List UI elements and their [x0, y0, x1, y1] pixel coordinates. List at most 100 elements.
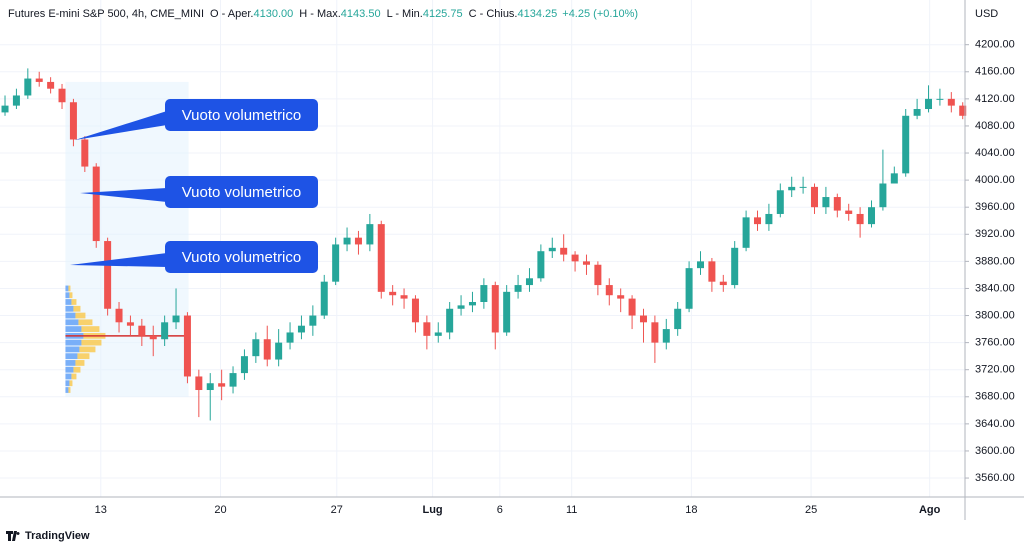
candle-body — [765, 213, 773, 225]
profile-sell — [75, 360, 85, 366]
candle-body — [708, 261, 716, 282]
profile-sell — [73, 305, 81, 312]
candle-body — [195, 376, 203, 391]
callout-text: Vuoto volumetrico — [182, 184, 302, 201]
candle-body — [480, 285, 488, 302]
callout-text: Vuoto volumetrico — [182, 249, 302, 266]
candle-body — [252, 339, 260, 357]
y-tick-label: 4120.00 — [975, 93, 1015, 105]
y-tick-label: 3800.00 — [975, 309, 1015, 321]
header-open-label: O - Aper. — [210, 8, 253, 20]
candle-body — [594, 264, 602, 286]
candle-body — [332, 244, 340, 282]
header-close: 4134.25 — [518, 8, 558, 20]
header-low: 4125.75 — [423, 8, 463, 20]
candle-body — [662, 329, 670, 343]
profile-sell — [81, 339, 102, 346]
candle-body — [788, 186, 796, 191]
profile-buy — [65, 366, 74, 373]
y-tick-label: 3760.00 — [975, 337, 1015, 349]
candle-body — [879, 183, 887, 208]
y-tick-label: 3640.00 — [975, 418, 1015, 430]
candle-body — [936, 98, 944, 100]
candle-body — [183, 315, 191, 377]
header-low-label: L - Min. — [387, 8, 423, 20]
header-open: 4130.00 — [253, 8, 293, 20]
profile-sell — [71, 299, 77, 305]
profile-buy — [65, 319, 79, 326]
candle-body — [719, 281, 727, 286]
profile-buy — [65, 339, 82, 346]
candle-body — [833, 197, 841, 211]
candle-body — [571, 254, 579, 262]
candle-body — [434, 332, 442, 336]
candle-body — [696, 261, 704, 269]
candle-body — [354, 237, 362, 245]
candle-body — [320, 281, 328, 316]
candle-body — [229, 373, 237, 387]
y-tick-label: 4040.00 — [975, 147, 1015, 159]
y-tick-label: 3960.00 — [975, 201, 1015, 213]
candle-body — [617, 295, 625, 299]
callout-box — [165, 176, 318, 208]
candle-body — [366, 224, 374, 245]
y-tick-label: 3720.00 — [975, 364, 1015, 376]
profile-buy — [65, 353, 78, 360]
y-tick-label: 3880.00 — [975, 255, 1015, 267]
candle-body — [799, 186, 807, 188]
candle-body — [69, 102, 77, 140]
candle-body — [126, 322, 134, 326]
candle-body — [845, 210, 853, 214]
profile-sell — [71, 373, 77, 380]
candle-body — [206, 383, 214, 391]
x-tick-label: Ago — [919, 504, 941, 516]
candle-body — [514, 285, 522, 292]
candle-body — [582, 261, 590, 265]
candle-body — [12, 95, 20, 106]
candle-body — [275, 342, 283, 360]
candle-body — [605, 285, 613, 296]
y-tick-label: 3600.00 — [975, 445, 1015, 457]
candle-body — [503, 291, 511, 333]
candle-body — [423, 322, 431, 336]
candle-body — [742, 217, 750, 248]
candle-body — [913, 109, 921, 116]
x-tick-label: 13 — [95, 504, 107, 516]
profile-sell — [78, 319, 93, 326]
candle-body — [24, 78, 32, 96]
y-tick-label: 3840.00 — [975, 282, 1015, 294]
callout-text: Vuoto volumetrico — [182, 107, 302, 124]
x-tick-label: 6 — [497, 504, 503, 516]
candle-body — [172, 315, 180, 323]
candle-body — [560, 247, 568, 255]
y-tick-label: 4160.00 — [975, 66, 1015, 78]
candle-body — [389, 291, 397, 296]
candle-body — [297, 325, 305, 333]
candle-body — [240, 356, 248, 374]
candle-body — [115, 308, 123, 323]
candle-body — [776, 190, 784, 214]
profile-buy — [65, 326, 82, 332]
candle-body — [138, 325, 146, 336]
callout-pointer — [75, 111, 167, 140]
candle-body — [639, 315, 647, 323]
profile-buy — [65, 312, 76, 319]
candle-body — [959, 105, 967, 116]
profile-sell — [81, 326, 100, 332]
candle-body — [411, 298, 419, 323]
candle-body — [92, 166, 100, 242]
candle-body — [537, 251, 545, 279]
x-tick-label: 27 — [331, 504, 343, 516]
profile-sell — [68, 285, 71, 292]
candle-body — [309, 315, 317, 326]
candle-body — [468, 301, 476, 306]
profile-buy — [65, 360, 76, 366]
candle-body — [890, 173, 898, 184]
candle-body — [925, 98, 933, 110]
candle-body — [674, 308, 682, 330]
candle-body — [1, 105, 9, 113]
profile-sell — [68, 387, 71, 393]
profile-sell — [79, 346, 96, 353]
